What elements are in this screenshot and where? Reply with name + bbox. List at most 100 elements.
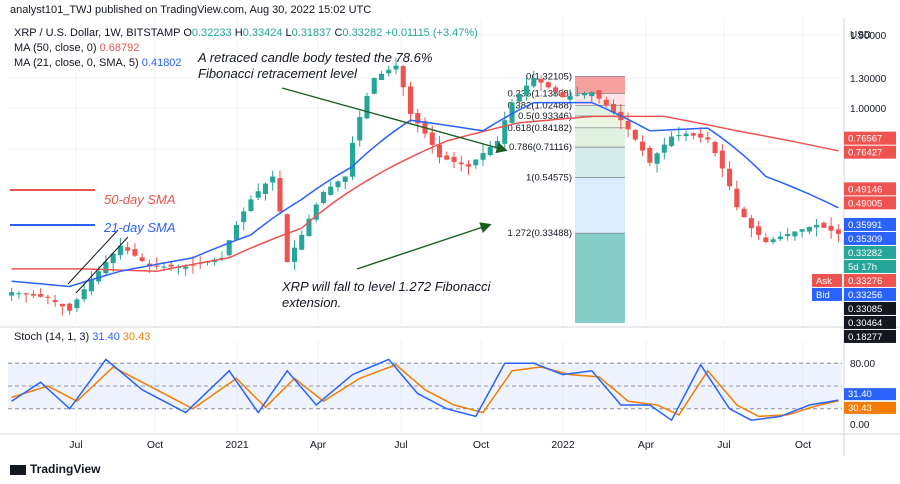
candle-body[interactable] <box>226 240 232 256</box>
candle-body[interactable] <box>88 279 94 292</box>
candle-body[interactable] <box>139 257 145 262</box>
candle-body[interactable] <box>270 176 276 183</box>
candle-body[interactable] <box>96 271 102 282</box>
price-tag[interactable]: 0.76427 <box>844 145 896 159</box>
candle-body[interactable] <box>299 234 305 250</box>
candle-body[interactable] <box>444 155 450 160</box>
candle-body[interactable] <box>255 191 261 198</box>
candle-body[interactable] <box>364 95 370 119</box>
candle-body[interactable] <box>328 186 334 195</box>
candle-body[interactable] <box>117 245 123 256</box>
candle-body[interactable] <box>291 247 297 262</box>
candle-body[interactable] <box>400 66 406 88</box>
candle-body[interactable] <box>777 236 783 240</box>
candle-body[interactable] <box>582 93 588 96</box>
candle-body[interactable] <box>683 133 689 137</box>
candle-body[interactable] <box>516 93 522 102</box>
candle-body[interactable] <box>45 296 51 298</box>
candle-body[interactable] <box>306 218 312 237</box>
price-tag[interactable]: 0.33282 <box>844 245 896 259</box>
price-tag[interactable]: 0.49146 <box>844 182 896 196</box>
candle-body[interactable] <box>814 224 820 228</box>
candle-body[interactable] <box>502 120 508 144</box>
candle-body[interactable] <box>161 266 167 268</box>
candle-body[interactable] <box>727 168 733 187</box>
candle-body[interactable] <box>378 73 385 80</box>
price-tag[interactable]: 0.35991 <box>844 217 896 231</box>
candle-body[interactable] <box>632 129 638 140</box>
candle-body[interactable] <box>125 247 131 251</box>
candle-body[interactable] <box>806 227 812 232</box>
price-tag[interactable]: 5d 17h <box>844 259 896 273</box>
candle-body[interactable] <box>415 112 421 124</box>
candle-body[interactable] <box>756 226 762 235</box>
candle-body[interactable] <box>596 90 602 99</box>
candle-body[interactable] <box>828 225 834 231</box>
candle-body[interactable] <box>59 303 65 307</box>
candle-body[interactable] <box>132 249 138 256</box>
candle-body[interactable] <box>313 204 319 220</box>
stoch-label[interactable]: Stoch (14, 1, 3) <box>14 331 90 343</box>
price-tag[interactable]: 0.30464 <box>844 315 896 329</box>
candle-body[interactable] <box>799 229 805 232</box>
candle-body[interactable] <box>103 262 109 274</box>
time-axis[interactable]: Jul Oct 2021 Apr Jul Oct 2022 Apr Jul Oct <box>69 439 811 451</box>
candle-body[interactable] <box>734 188 740 208</box>
candle-body[interactable] <box>154 265 160 267</box>
candle-body[interactable] <box>553 87 559 93</box>
candle-body[interactable] <box>335 181 341 188</box>
candle-body[interactable] <box>560 92 566 98</box>
candle-body[interactable] <box>538 79 544 83</box>
candle-body[interactable] <box>371 78 377 94</box>
fibonacci-retracement[interactable]: 0(1.32105)0.236(1.13808)0.382(1.02488)0.… <box>508 71 625 323</box>
price-tag[interactable]: 0.76567 <box>844 131 896 145</box>
candle-body[interactable] <box>52 299 58 303</box>
candle-body[interactable] <box>219 257 225 259</box>
candle-body[interactable] <box>74 299 80 309</box>
candle-body[interactable] <box>835 229 841 234</box>
candle-body[interactable] <box>690 133 696 136</box>
candle-body[interactable] <box>190 264 196 266</box>
candle-body[interactable] <box>407 86 414 114</box>
candle-body[interactable] <box>545 82 551 88</box>
candle-body[interactable] <box>248 199 254 211</box>
candle-body[interactable] <box>792 231 798 237</box>
candle-body[interactable] <box>81 289 87 300</box>
candle-body[interactable] <box>509 102 515 123</box>
candle-body[interactable] <box>349 142 356 177</box>
candle-body[interactable] <box>676 135 682 137</box>
price-tag[interactable]: Ask 0.33276 <box>812 273 896 287</box>
candle-body[interactable] <box>386 69 392 74</box>
candle-body[interactable] <box>589 92 595 97</box>
candle-body[interactable] <box>436 144 443 158</box>
candle-body[interactable] <box>669 136 675 146</box>
candle-body[interactable] <box>342 176 348 182</box>
candle-body[interactable] <box>429 132 435 145</box>
price-tag[interactable]: 0.18277 <box>844 329 896 343</box>
candle-body[interactable] <box>741 208 747 218</box>
candle-body[interactable] <box>567 95 573 100</box>
price-tag[interactable]: 0.35309 <box>844 231 896 245</box>
candle-body[interactable] <box>357 117 363 141</box>
candle-body[interactable] <box>241 211 247 223</box>
price-axis[interactable]: USD1.900001.300001.000000.700000.765670.… <box>812 30 896 343</box>
price-tag[interactable]: 0.49005 <box>844 196 896 210</box>
candle-body[interactable] <box>233 224 239 240</box>
candle-body[interactable] <box>763 237 769 243</box>
candle-body[interactable] <box>770 239 776 243</box>
candle-body[interactable] <box>821 222 827 228</box>
candle-body[interactable] <box>640 141 646 151</box>
candle-body[interactable] <box>30 293 36 296</box>
candle-body[interactable] <box>284 214 290 263</box>
candle-body[interactable] <box>393 65 399 70</box>
candle-body[interactable] <box>574 94 580 96</box>
symbol-name[interactable]: XRP / U.S. Dollar, 1W, BITSTAMP <box>14 27 181 39</box>
candle-body[interactable] <box>16 293 22 295</box>
candle-body[interactable] <box>748 218 754 229</box>
candle-body[interactable] <box>487 146 493 156</box>
candle-body[interactable] <box>480 153 486 160</box>
candle-body[interactable] <box>712 141 718 154</box>
candle-body[interactable] <box>531 78 537 87</box>
candle-body[interactable] <box>277 178 283 212</box>
